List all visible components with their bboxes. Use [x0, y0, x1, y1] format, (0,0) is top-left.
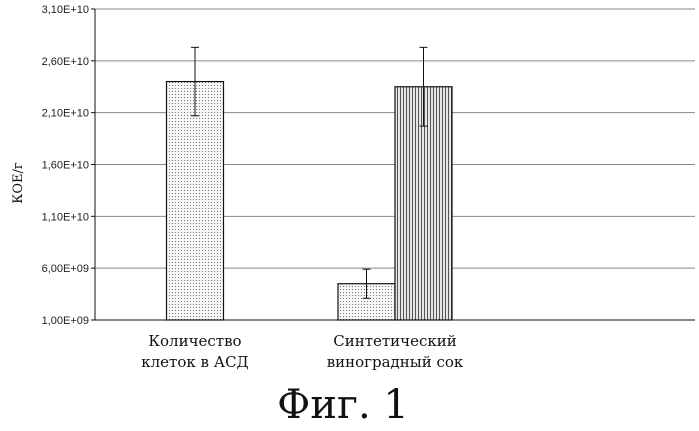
y-tick-label: 2,10E+10 [42, 108, 89, 120]
x-category-label-line: виноградный сок [327, 353, 464, 371]
error-bars [191, 47, 428, 298]
bars [167, 82, 453, 320]
bar-series1-cat1 [167, 82, 224, 320]
y-tick-label: 1,00E+09 [42, 315, 89, 327]
y-tick-label: 1,60E+10 [42, 160, 89, 172]
y-axis-label: КОЕ/г [11, 162, 26, 204]
y-tick-label: 1,10E+10 [42, 211, 89, 223]
x-category-label-line: клеток в АСД [141, 353, 249, 371]
y-tick-labels: 1,00E+09 6,00E+09 1,10E+10 1,60E+10 2,10E+10… [42, 4, 89, 327]
x-category-label-line: Синтетический [333, 332, 457, 350]
y-tick-label: 2,60E+10 [42, 56, 89, 68]
x-category-labels: Количество клеток в АСД Синтетический виног… [141, 332, 464, 371]
x-category-label: Синтетический виноградный сок [327, 332, 464, 371]
figure-caption: Фиг. 1 [277, 382, 409, 428]
y-tick-label: 3,10E+10 [42, 4, 89, 16]
y-tick-label: 6,00E+09 [42, 263, 89, 275]
x-category-label-line: Количество [148, 332, 241, 350]
x-category-label: Количество клеток в АСД [141, 332, 249, 371]
